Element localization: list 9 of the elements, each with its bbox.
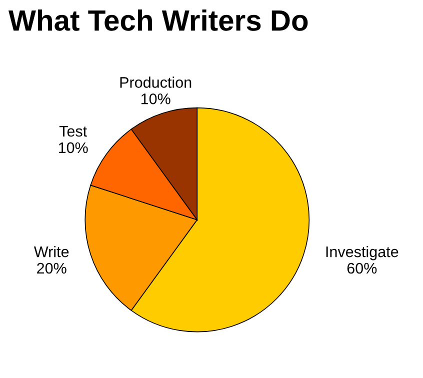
slice-label: Write bbox=[34, 246, 69, 258]
chart-title: What Tech Writers Do bbox=[8, 9, 308, 31]
slice-label: Production bbox=[120, 76, 192, 88]
data-label: 10% bbox=[141, 93, 170, 104]
slice-label: Test bbox=[59, 126, 87, 137]
data-label: 20% bbox=[37, 262, 66, 274]
slice-label: Investigate bbox=[326, 246, 398, 260]
data-label: 10% bbox=[58, 142, 88, 154]
data-label: 60% bbox=[347, 262, 377, 274]
